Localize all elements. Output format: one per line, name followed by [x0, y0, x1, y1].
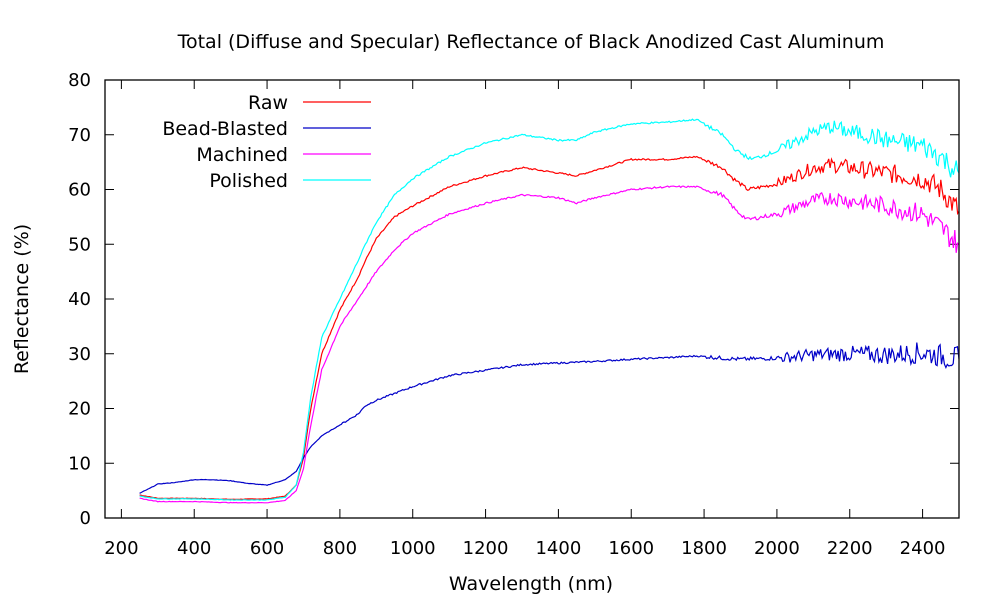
y-tick-label: 70 [68, 125, 91, 146]
x-axis-ticks: 200 400 600 800 1000 1200 1400 1600 1800 2000 2200… [104, 80, 945, 559]
x-tick-label: 2200 [827, 538, 873, 559]
x-tick-label: 1600 [608, 538, 654, 559]
series-layer [139, 118, 960, 504]
legend-label: Polished [209, 170, 288, 192]
legend-label: Raw [248, 92, 288, 114]
x-tick-label: 800 [323, 538, 357, 559]
legend-label: Bead-Blasted [162, 118, 288, 140]
chart-title: Total (Diffuse and Specular) Reflectance… [177, 31, 885, 53]
x-tick-label: 1800 [681, 538, 727, 559]
x-tick-label: 1000 [390, 538, 436, 559]
y-axis-label: Reflectance (%) [11, 224, 33, 374]
y-tick-label: 30 [68, 344, 91, 365]
legend: Raw Bead-Blasted Machined Polished [162, 92, 371, 192]
y-tick-label: 0 [80, 508, 91, 529]
y-tick-label: 50 [68, 234, 91, 255]
y-tick-label: 20 [68, 399, 91, 420]
x-tick-label: 1200 [463, 538, 509, 559]
x-tick-label: 1400 [535, 538, 581, 559]
y-tick-label: 10 [68, 453, 91, 474]
y-tick-label: 80 [68, 70, 91, 91]
x-tick-label: 400 [177, 538, 211, 559]
legend-label: Machined [196, 144, 288, 166]
series-line-bead-blasted [139, 342, 960, 494]
x-tick-label: 200 [104, 538, 138, 559]
series-line-machined [139, 185, 960, 504]
series-line-raw [139, 155, 960, 501]
y-tick-label: 60 [68, 180, 91, 201]
x-tick-label: 2400 [900, 538, 946, 559]
x-tick-label: 600 [250, 538, 284, 559]
x-tick-label: 2000 [754, 538, 800, 559]
y-tick-label: 40 [68, 289, 91, 310]
x-axis-label: Wavelength (nm) [449, 573, 613, 595]
plot-frame [104, 79, 960, 519]
series-line-polished [139, 118, 960, 501]
y-axis-ticks: 0 10 20 30 40 50 60 70 80 [68, 70, 959, 529]
